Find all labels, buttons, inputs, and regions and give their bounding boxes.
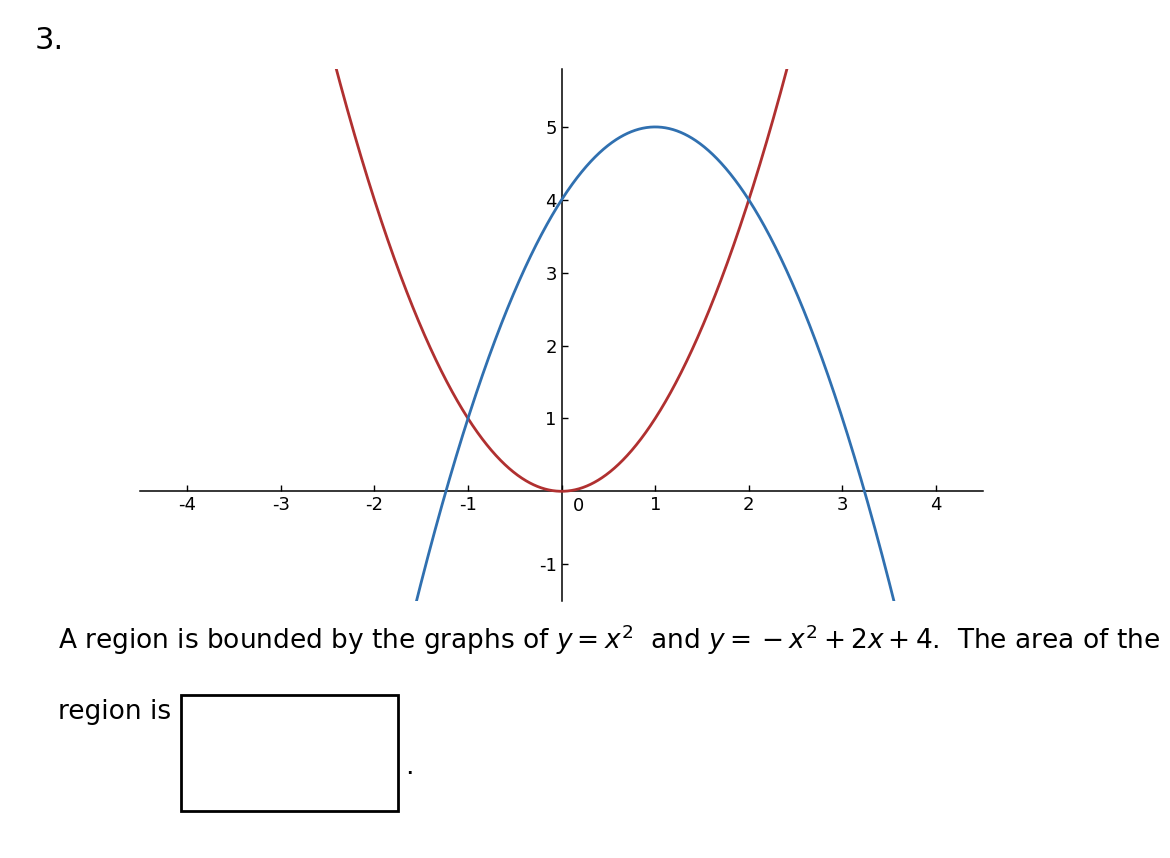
Text: A region is bounded by the graphs of $y = x^2$  and $y = -x^2 + 2x + 4$.  The ar: A region is bounded by the graphs of $y …	[58, 622, 1161, 656]
Text: region is: region is	[58, 699, 172, 725]
Text: 3.: 3.	[35, 26, 64, 55]
Text: 0: 0	[573, 497, 584, 515]
Text: .: .	[405, 754, 413, 780]
Bar	[242, 707, 281, 732]
Bar	[242, 776, 281, 801]
Bar	[242, 741, 281, 767]
